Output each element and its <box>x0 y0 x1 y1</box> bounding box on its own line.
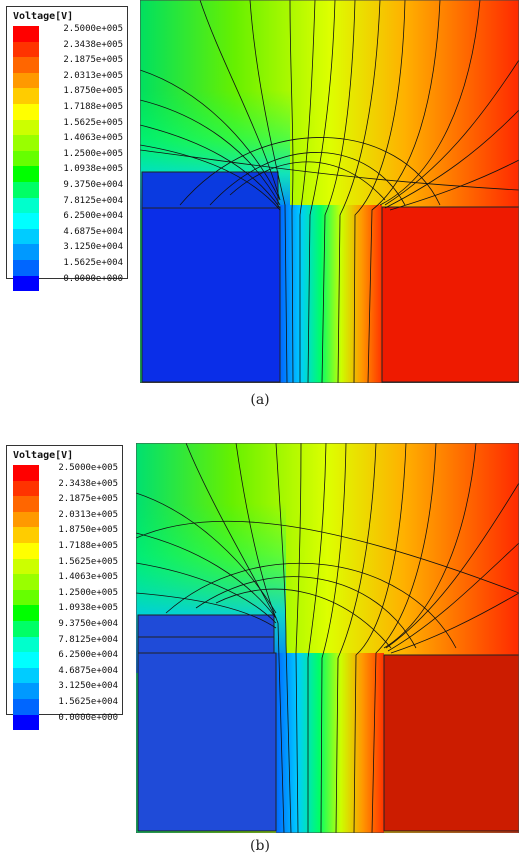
legend-label: 2.0313e+005 <box>58 509 118 520</box>
legend-swatch <box>13 103 39 120</box>
legend-swatch <box>13 275 39 292</box>
caption-a: (a) <box>250 392 270 408</box>
legend-swatch <box>13 213 39 229</box>
left-electrode-step-2 <box>137 636 275 654</box>
legend-label: 9.3750e+004 <box>63 179 123 190</box>
legend-label: 2.1875e+005 <box>58 494 118 505</box>
left-electrode-step-1 <box>137 614 275 638</box>
caption-b: (b) <box>250 838 270 854</box>
legend-swatch <box>13 558 39 575</box>
legend-swatch <box>13 636 39 653</box>
gap-region <box>276 653 384 833</box>
legend-label: 3.1250e+004 <box>63 242 123 253</box>
legend-label: 1.2500e+005 <box>63 148 123 159</box>
voltage-legend-a: Voltage[V] 2.5000e+005 2.3438e+005 2.1875e… <box>6 6 128 292</box>
legend-swatch <box>13 605 39 621</box>
legend-label: 1.8750e+005 <box>58 525 118 536</box>
left-electrode <box>137 652 277 832</box>
legend-swatch <box>13 496 39 512</box>
legend-swatch <box>13 166 39 182</box>
legend-label: 7.8125e+004 <box>63 195 123 206</box>
legend-label: 2.0313e+005 <box>63 70 123 81</box>
legend-label: 6.2500e+004 <box>58 650 118 661</box>
legend-label: 2.5000e+005 <box>63 24 123 34</box>
gap-region <box>280 205 382 383</box>
legend-label: 9.3750e+004 <box>58 618 118 629</box>
legend-swatch <box>13 181 39 198</box>
left-electrode-top <box>141 171 279 209</box>
right-electrode <box>381 206 519 383</box>
legend-swatch <box>13 698 39 715</box>
legend-swatch <box>13 480 39 497</box>
legend-swatch <box>13 511 39 528</box>
legend-swatch <box>13 259 39 276</box>
equipotential-lines <box>136 443 519 833</box>
equipotential-lines <box>140 0 519 383</box>
legend-label: 1.4063e+005 <box>63 133 123 144</box>
legend-label: 1.5625e+004 <box>63 257 123 268</box>
legend-label: 2.3438e+005 <box>58 478 118 489</box>
legend-swatch <box>13 589 39 606</box>
legend-swatch <box>13 465 39 481</box>
legend-swatches <box>13 26 39 292</box>
legend-swatch <box>13 542 39 559</box>
legend-swatch <box>13 57 39 73</box>
legend-label: 3.1250e+004 <box>58 681 118 692</box>
legend-label: 4.6875e+004 <box>58 665 118 676</box>
right-electrode <box>383 654 519 832</box>
legend-label: 1.0938e+005 <box>58 603 118 614</box>
legend-swatch <box>13 135 39 151</box>
legend-label: 1.2500e+005 <box>58 587 118 598</box>
legend-title: Voltage[V] <box>13 11 74 22</box>
legend-label: 1.7188e+005 <box>63 101 123 112</box>
legend-label: 7.8125e+004 <box>58 634 118 645</box>
legend-swatch <box>13 119 39 136</box>
legend-swatch <box>13 150 39 167</box>
legend-label: 1.5625e+004 <box>58 696 118 707</box>
legend-swatch <box>13 714 39 731</box>
left-electrode <box>141 206 281 383</box>
legend-swatch <box>13 228 39 245</box>
legend-swatch <box>13 72 39 89</box>
legend-label: 0.0000e+000 <box>58 712 118 723</box>
voltage-field-plot-b <box>136 443 519 833</box>
legend-label: 1.8750e+005 <box>63 86 123 97</box>
legend-label: 2.1875e+005 <box>63 55 123 66</box>
legend-swatch <box>13 41 39 58</box>
legend-label: 1.5625e+005 <box>63 117 123 128</box>
legend-label: 2.3438e+005 <box>63 39 123 50</box>
legend-swatch <box>13 26 39 42</box>
legend-swatches <box>13 465 39 731</box>
legend-swatch <box>13 683 39 699</box>
legend-label: 2.5000e+005 <box>58 463 118 473</box>
voltage-legend-b: Voltage[V] 2.5000e+005 2.3438e+005 2.1875e… <box>6 445 123 731</box>
legend-title: Voltage[V] <box>13 450 74 461</box>
legend-swatch <box>13 667 39 684</box>
legend-swatch <box>13 652 39 668</box>
legend-label: 6.2500e+004 <box>63 211 123 222</box>
legend-swatch <box>13 574 39 590</box>
legend-label: 1.7188e+005 <box>58 540 118 551</box>
legend-labels: 2.5000e+005 2.3438e+005 2.1875e+005 2.0313e… <box>41 461 118 726</box>
legend-label: 4.6875e+004 <box>63 226 123 237</box>
legend-swatch <box>13 620 39 637</box>
legend-swatch <box>13 527 39 543</box>
voltage-field-plot-a <box>140 0 519 383</box>
legend-swatch <box>13 88 39 104</box>
legend-swatch <box>13 244 39 260</box>
legend-label: 1.0938e+005 <box>63 164 123 175</box>
legend-label: 1.5625e+005 <box>58 556 118 567</box>
legend-labels: 2.5000e+005 2.3438e+005 2.1875e+005 2.0313e… <box>41 22 123 287</box>
legend-label: 1.4063e+005 <box>58 572 118 583</box>
legend-swatch <box>13 197 39 214</box>
legend-label: 0.0000e+000 <box>63 273 123 284</box>
